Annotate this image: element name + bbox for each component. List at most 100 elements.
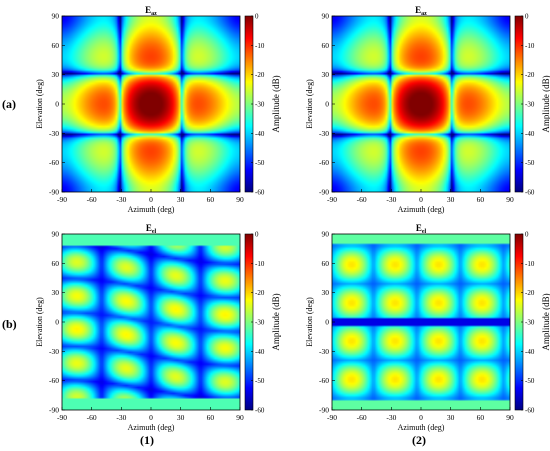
- colorbar-tick-label: 0: [255, 231, 259, 239]
- heatmap-image: [62, 16, 240, 192]
- x-tick-label: 0: [149, 413, 153, 422]
- x-tick-label: 30: [447, 413, 455, 422]
- x-tick-label: 90: [236, 413, 244, 422]
- y-tick-label: 0: [55, 318, 59, 327]
- y-tick-label: 30: [322, 288, 330, 297]
- x-tick-label: -90: [57, 195, 67, 204]
- colorbar-tick-label: -20: [255, 289, 265, 297]
- x-tick-label: 90: [506, 413, 514, 422]
- y-axis-label: Elevation (deg): [305, 79, 314, 129]
- y-tick-label: 30: [52, 288, 60, 297]
- colorbar: [515, 16, 523, 192]
- colorbar: [245, 16, 253, 192]
- colorbar-tick-label: -30: [525, 101, 535, 109]
- x-tick-label: -30: [116, 413, 126, 422]
- colorbar-tick-label: 0: [525, 231, 529, 239]
- x-tick-label: -90: [327, 195, 337, 204]
- x-tick-label: 60: [477, 413, 485, 422]
- x-tick-label: -60: [357, 413, 367, 422]
- y-tick-label: -90: [49, 188, 59, 197]
- y-axis-label: Elevation (deg): [35, 79, 44, 129]
- x-tick-label: 0: [149, 195, 153, 204]
- y-tick-label: -60: [319, 158, 329, 167]
- x-tick-label: 30: [447, 195, 455, 204]
- colorbar-tick-label: -10: [525, 42, 535, 50]
- x-tick-label: 60: [477, 195, 485, 204]
- colorbar-tick-label: -40: [525, 130, 535, 138]
- x-tick-label: 30: [177, 413, 185, 422]
- heatmap-panel-a2: -90 -60 -30 0 30 60 90 90 60 30 0 -30 -60 -90 Eaz Azimu…: [305, 5, 550, 214]
- y-axis-label: Elevation (deg): [305, 297, 314, 347]
- x-tick-label: -30: [386, 195, 396, 204]
- x-tick-label: 60: [207, 195, 215, 204]
- y-axis-label: Elevation (deg): [35, 297, 44, 347]
- colorbar-tick-label: -60: [255, 407, 265, 415]
- x-tick-label: -60: [87, 413, 97, 422]
- heatmap-image: [332, 16, 510, 192]
- colorbar-label: Amplitude (dB): [541, 75, 550, 132]
- colorbar-tick-label: -40: [255, 348, 265, 356]
- chart-title: Eaz: [145, 5, 157, 17]
- colorbar-tick-label: -20: [525, 71, 535, 79]
- y-tick-label: 0: [325, 100, 329, 109]
- heatmap-panel-a1: -90 -60 -30 0 30 60 90 90 60 30 0 -30 -60 -90 Eaz Azimu…: [35, 5, 281, 214]
- heatmap-panel-b2: -90 -60 -30 0 30 60 90 90 60 30 0 -30 -60 -90 Eel Azimu…: [305, 223, 550, 432]
- y-tick-label: 0: [55, 100, 59, 109]
- x-tick-label: -30: [116, 195, 126, 204]
- x-tick-label: -90: [327, 413, 337, 422]
- colorbar-label: Amplitude (dB): [271, 75, 281, 132]
- colorbar-tick-label: -20: [255, 71, 265, 79]
- y-tick-label: -30: [49, 347, 59, 356]
- x-tick-label: 60: [207, 413, 215, 422]
- heatmap-image: [332, 234, 510, 410]
- x-tick-label: 0: [419, 195, 423, 204]
- y-tick-label: 90: [322, 230, 330, 239]
- colorbar-tick-label: 0: [255, 13, 259, 21]
- y-tick-label: -60: [319, 376, 329, 385]
- y-tick-label: -30: [319, 129, 329, 138]
- colorbar-tick-label: -10: [255, 260, 265, 268]
- y-tick-label: -30: [319, 347, 329, 356]
- colorbar: [515, 234, 523, 410]
- x-tick-label: 90: [506, 195, 514, 204]
- y-tick-label: 60: [322, 41, 330, 50]
- colorbar-tick-label: -30: [525, 319, 535, 327]
- x-axis-label: Azimuth (deg): [398, 423, 445, 432]
- y-tick-label: -60: [49, 376, 59, 385]
- chart-title: Eel: [146, 223, 157, 235]
- colorbar-tick-label: -50: [255, 377, 265, 385]
- y-tick-label: 90: [52, 230, 60, 239]
- row-label-a: (a): [2, 97, 16, 111]
- x-axis-label: Azimuth (deg): [128, 423, 175, 432]
- column-label-1: (1): [140, 433, 154, 447]
- x-axis-label: Azimuth (deg): [398, 205, 445, 214]
- y-tick-label: 30: [52, 70, 60, 79]
- colorbar-tick-label: -50: [525, 377, 535, 385]
- y-tick-label: -90: [49, 406, 59, 415]
- x-tick-label: -60: [357, 195, 367, 204]
- y-tick-label: -90: [319, 406, 329, 415]
- colorbar-tick-label: -50: [525, 159, 535, 167]
- column-label-2: (2): [412, 433, 426, 447]
- colorbar-tick-label: -40: [255, 130, 265, 138]
- colorbar-tick-label: 0: [525, 13, 529, 21]
- colorbar-tick-label: -60: [255, 189, 265, 197]
- x-tick-label: 30: [177, 195, 185, 204]
- x-tick-label: 0: [419, 413, 423, 422]
- y-tick-label: 30: [322, 70, 330, 79]
- colorbar-tick-label: -10: [255, 42, 265, 50]
- x-tick-label: -30: [386, 413, 396, 422]
- x-tick-label: -60: [87, 195, 97, 204]
- y-tick-label: 60: [52, 259, 60, 268]
- y-tick-label: -30: [49, 129, 59, 138]
- colorbar-tick-label: -40: [525, 348, 535, 356]
- colorbar-tick-label: -50: [255, 159, 265, 167]
- heatmap-image: [62, 234, 240, 410]
- y-tick-label: 60: [322, 259, 330, 268]
- colorbar-tick-label: -60: [525, 189, 535, 197]
- heatmap-panel-b1: -90 -60 -30 0 30 60 90 90 60 30 0 -30 -60 -90 Eel Azimu…: [35, 223, 281, 432]
- row-label-b: (b): [2, 317, 17, 331]
- colorbar-tick-label: -20: [525, 289, 535, 297]
- y-tick-label: -90: [319, 188, 329, 197]
